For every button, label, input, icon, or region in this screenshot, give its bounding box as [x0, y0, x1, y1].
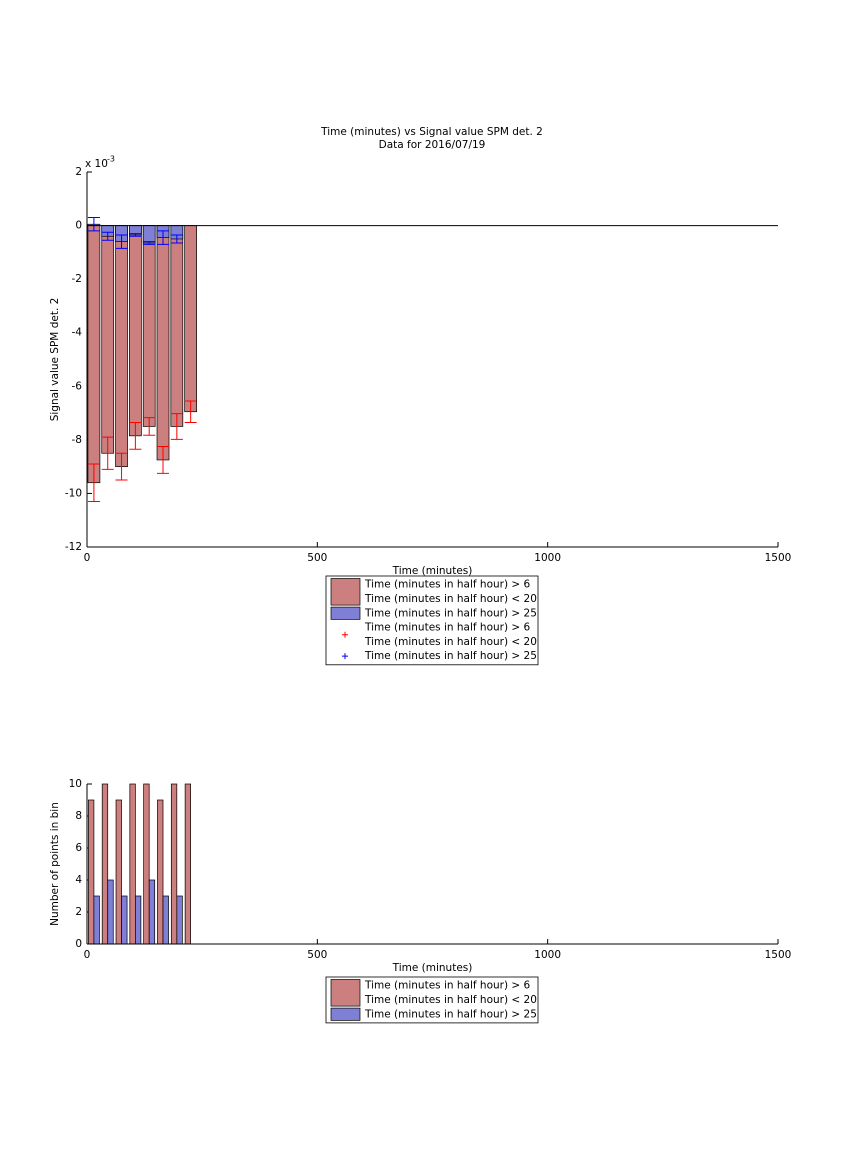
x-tick-label: 1500 — [765, 552, 792, 564]
legend-label: Time (minutes in half hour) > 25 — [364, 607, 537, 619]
legend-marker — [342, 653, 348, 660]
y-tick-label: 4 — [75, 874, 82, 886]
error-bar — [157, 446, 170, 474]
legend-swatch — [330, 979, 361, 1007]
error-bar — [143, 241, 156, 245]
error-bar — [170, 413, 183, 440]
bar — [184, 225, 197, 413]
chart-title: Time (minutes) vs Signal value SPM det. … — [320, 126, 543, 138]
bar — [107, 879, 114, 945]
chart-subtitle: Data for 2016/07/19 — [379, 139, 486, 151]
bar — [115, 225, 128, 467]
y-tick-label: -10 — [65, 487, 82, 499]
error-bar — [129, 421, 142, 450]
y-exponent-label: x 10 — [85, 158, 108, 170]
bar — [101, 225, 115, 454]
x-tick-label: 500 — [307, 552, 327, 564]
x-axis-label: Time (minutes) — [392, 962, 473, 974]
bar — [143, 783, 150, 945]
bar — [157, 799, 164, 945]
bar — [93, 895, 100, 945]
error-bar — [184, 400, 197, 423]
error-bar — [157, 230, 170, 245]
error-bar — [170, 234, 183, 244]
x-tick-label: 0 — [84, 949, 91, 961]
y-tick-label: -6 — [72, 380, 83, 392]
error-bar — [143, 417, 156, 436]
y-tick-label: 0 — [75, 220, 82, 232]
y-tick-label: 10 — [69, 778, 82, 790]
legend-swatch — [330, 606, 361, 620]
bar — [142, 225, 156, 244]
legend-marker — [342, 631, 348, 638]
y-tick-label: 2 — [75, 166, 82, 178]
bar — [87, 225, 101, 484]
y-tick-label: 8 — [75, 810, 82, 822]
error-bar — [101, 436, 114, 470]
y-tick-label: 6 — [75, 842, 82, 854]
x-axis-label: Time (minutes) — [392, 565, 473, 577]
bar — [176, 895, 183, 945]
legend-label: Time (minutes in half hour) > 25 — [364, 1008, 537, 1020]
y-tick-label: 2 — [75, 906, 82, 918]
legend-label: Time (minutes in half hour) > 6 Time (min… — [364, 579, 537, 605]
y-tick-label: 0 — [75, 938, 82, 950]
y-tick-label: -2 — [72, 273, 82, 285]
bar — [115, 799, 122, 945]
bar — [162, 895, 169, 945]
error-bar — [115, 452, 128, 481]
legend-box — [325, 976, 539, 1024]
bar — [142, 225, 156, 427]
x-tick-label: 1500 — [765, 949, 792, 961]
y-tick-label: -8 — [72, 434, 82, 446]
bar — [148, 879, 156, 945]
x-tick-label: 1000 — [534, 949, 561, 961]
bar — [170, 783, 178, 945]
error-bar — [115, 234, 128, 249]
y-axis-label: Signal value SPM det. 2 — [49, 298, 61, 422]
error-bar — [101, 231, 114, 241]
bar — [135, 895, 142, 945]
legend-swatch — [330, 578, 361, 606]
bar — [88, 799, 95, 945]
y-tick-label: -4 — [72, 327, 83, 339]
x-tick-label: 500 — [307, 949, 327, 961]
x-tick-label: 1000 — [534, 552, 561, 564]
bar — [129, 783, 136, 945]
legend-label: Time (minutes in half hour) > 6 Time (min… — [364, 980, 537, 1006]
bar — [129, 225, 142, 437]
bar — [156, 225, 170, 461]
legend-swatch — [330, 1007, 361, 1021]
error-bar — [87, 463, 100, 502]
error-bar — [87, 217, 100, 232]
error-bar — [129, 233, 142, 237]
x-tick-label: 0 — [84, 552, 91, 564]
y-axis-label: Number of points in bin — [49, 802, 61, 926]
y-tick-label: -12 — [65, 541, 82, 553]
bar — [184, 783, 191, 945]
y-exponent: -3 — [107, 155, 115, 164]
bar — [121, 895, 128, 945]
bar — [170, 225, 184, 427]
bar — [101, 783, 109, 945]
legend-label: Time (minutes in half hour) > 6 Time (min… — [364, 622, 537, 648]
legend-box — [325, 575, 539, 666]
legend-label: Time (minutes in half hour) > 25 — [364, 650, 537, 662]
